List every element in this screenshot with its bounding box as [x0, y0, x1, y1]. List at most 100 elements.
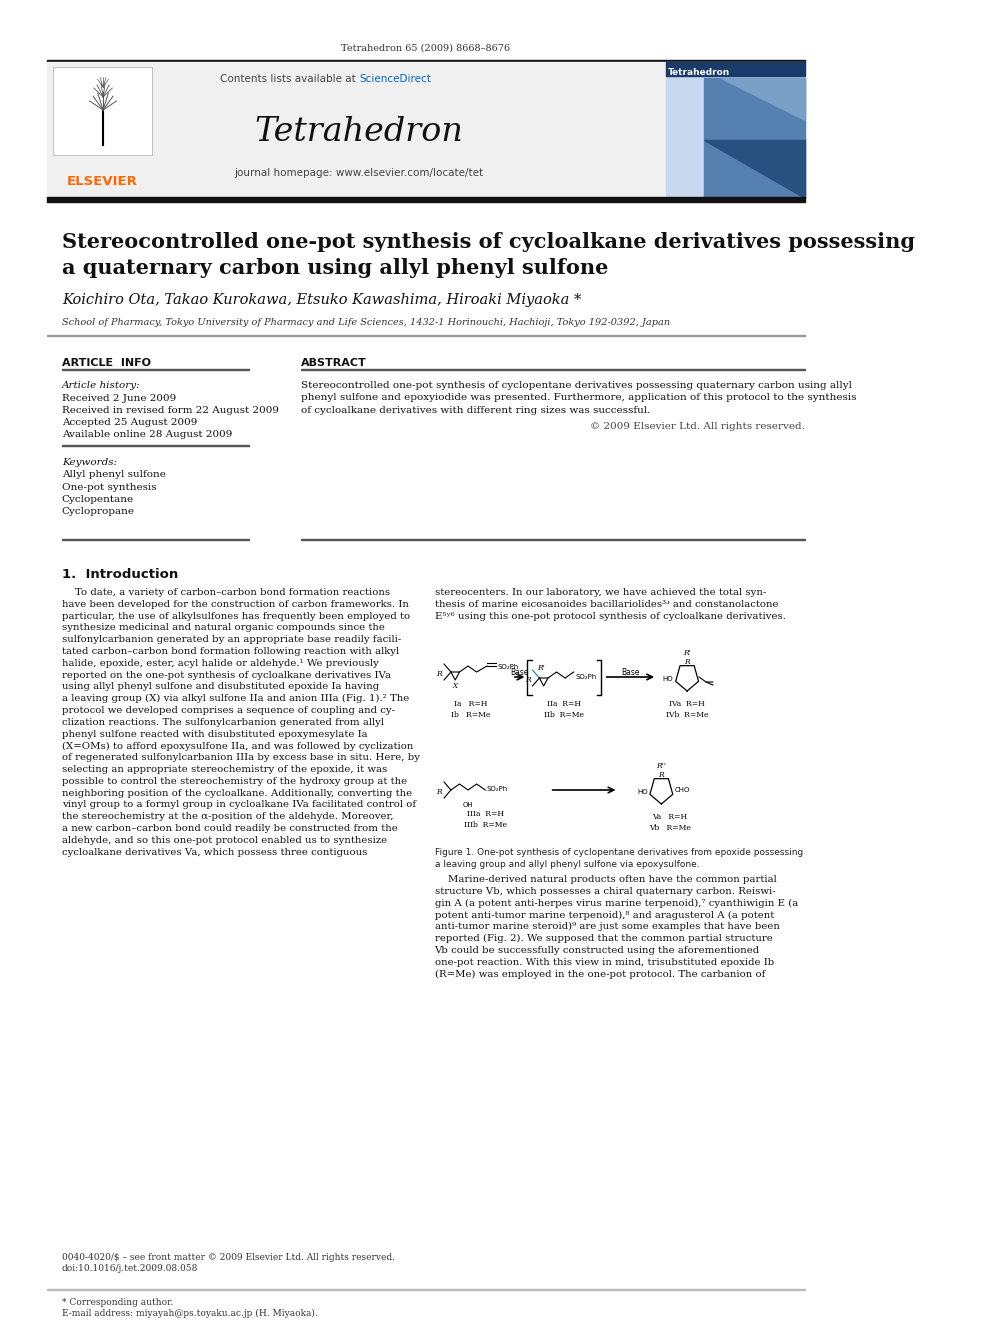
- Bar: [301, 369, 805, 370]
- Text: E⁵ʸ⁶ using this one-pot protocol synthesis of cycloalkane derivatives.: E⁵ʸ⁶ using this one-pot protocol synthes…: [434, 611, 786, 620]
- Text: Received 2 June 2009: Received 2 June 2009: [62, 394, 177, 404]
- Text: a leaving group (X) via alkyl sulfone IIa and anion IIIa (Fig. 1).² The: a leaving group (X) via alkyl sulfone II…: [62, 695, 409, 704]
- Text: reported on the one-pot synthesis of cycloalkane derivatives IVa: reported on the one-pot synthesis of cyc…: [62, 671, 391, 680]
- Text: synthesize medicinal and natural organic compounds since the: synthesize medicinal and natural organic…: [62, 623, 385, 632]
- Text: the stereochemistry at the α-position of the aldehyde. Moreover,: the stereochemistry at the α-position of…: [62, 812, 394, 822]
- Bar: [48, 60, 805, 62]
- Text: IIIb  R=Me: IIIb R=Me: [464, 822, 507, 830]
- Text: 1.  Introduction: 1. Introduction: [62, 568, 179, 581]
- Text: OH: OH: [463, 802, 473, 808]
- Bar: [301, 538, 805, 540]
- Text: Base: Base: [621, 668, 640, 677]
- Text: clization reactions. The sulfonylcarbanion generated from allyl: clization reactions. The sulfonylcarbani…: [62, 718, 384, 726]
- Text: halide, epoxide, ester, acyl halide or aldehyde.¹ We previously: halide, epoxide, ester, acyl halide or a…: [62, 659, 379, 668]
- Text: R': R': [537, 664, 545, 672]
- Text: Vb could be successfully constructed using the aforementioned: Vb could be successfully constructed usi…: [434, 946, 760, 955]
- Text: cycloalkane derivatives Va, which possess three contiguous: cycloalkane derivatives Va, which posses…: [62, 848, 367, 856]
- Text: Accepted 25 August 2009: Accepted 25 August 2009: [62, 418, 197, 427]
- Text: ELSEVIER: ELSEVIER: [66, 175, 138, 188]
- Text: stereocenters. In our laboratory, we have achieved the total syn-: stereocenters. In our laboratory, we hav…: [434, 587, 766, 597]
- Text: phenyl sulfone and epoxyiodide was presented. Furthermore, application of this p: phenyl sulfone and epoxyiodide was prese…: [301, 393, 856, 402]
- Text: Figure 1. One-pot synthesis of cyclopentane derivatives from epoxide possessing: Figure 1. One-pot synthesis of cyclopent…: [434, 848, 803, 857]
- Text: Available online 28 August 2009: Available online 28 August 2009: [62, 430, 232, 439]
- Text: possible to control the stereochemistry of the hydroxy group at the: possible to control the stereochemistry …: [62, 777, 407, 786]
- Text: HO: HO: [637, 789, 648, 795]
- Text: R: R: [684, 658, 690, 665]
- Bar: [54, 67, 152, 155]
- Text: R: R: [525, 676, 531, 684]
- Bar: [62, 369, 249, 370]
- Text: ARTICLE  INFO: ARTICLE INFO: [62, 359, 151, 368]
- Text: journal homepage: www.elsevier.com/locate/tet: journal homepage: www.elsevier.com/locat…: [234, 168, 483, 179]
- Text: Tetrahedron 65 (2009) 8668–8676: Tetrahedron 65 (2009) 8668–8676: [341, 44, 511, 53]
- Text: Marine-derived natural products often have the common partial: Marine-derived natural products often ha…: [434, 875, 777, 884]
- Polygon shape: [704, 140, 805, 198]
- Text: aldehyde, and so this one-pot protocol enabled us to synthesize: aldehyde, and so this one-pot protocol e…: [62, 836, 387, 845]
- Text: To date, a variety of carbon–carbon bond formation reactions: To date, a variety of carbon–carbon bond…: [62, 587, 390, 597]
- Text: R: R: [436, 669, 442, 677]
- Bar: [48, 62, 666, 198]
- Text: anti-tumor marine steroid)⁹ are just some examples that have been: anti-tumor marine steroid)⁹ are just som…: [434, 922, 780, 931]
- Text: R'': R'': [657, 762, 667, 770]
- Text: Tetrahedron: Tetrahedron: [669, 67, 730, 77]
- Text: Ib   R=Me: Ib R=Me: [451, 710, 490, 718]
- Text: IVa  R=H: IVa R=H: [670, 700, 705, 708]
- Text: phenyl sulfone reacted with disubstituted epoxymesylate Ia: phenyl sulfone reacted with disubstitute…: [62, 729, 367, 738]
- Text: Cyclopropane: Cyclopropane: [62, 508, 135, 516]
- Bar: [434, 646, 805, 875]
- Text: Vb   R=Me: Vb R=Me: [649, 824, 690, 832]
- Text: vinyl group to a formyl group in cycloalkane IVa facilitated control of: vinyl group to a formyl group in cycloal…: [62, 800, 416, 810]
- Text: doi:10.1016/j.tet.2009.08.058: doi:10.1016/j.tet.2009.08.058: [62, 1263, 198, 1273]
- Text: of cycloalkane derivatives with different ring sizes was successful.: of cycloalkane derivatives with differen…: [301, 406, 650, 415]
- Text: School of Pharmacy, Tokyo University of Pharmacy and Life Sciences, 1432-1 Horin: School of Pharmacy, Tokyo University of …: [62, 318, 670, 327]
- Text: of regenerated sulfonylcarbanion IIIa by excess base in situ. Here, by: of regenerated sulfonylcarbanion IIIa by…: [62, 753, 420, 762]
- Text: sulfonylcarbanion generated by an appropriate base readily facili-: sulfonylcarbanion generated by an approp…: [62, 635, 401, 644]
- Text: Stereocontrolled one-pot synthesis of cyclopentane derivatives possessing quater: Stereocontrolled one-pot synthesis of cy…: [301, 381, 851, 390]
- Text: a quaternary carbon using allyl phenyl sulfone: a quaternary carbon using allyl phenyl s…: [62, 258, 608, 278]
- Text: X: X: [452, 681, 457, 691]
- Text: R': R': [683, 650, 691, 658]
- Text: One-pot synthesis: One-pot synthesis: [62, 483, 157, 492]
- Text: Keywords:: Keywords:: [62, 458, 117, 467]
- Text: a new carbon–carbon bond could readily be constructed from the: a new carbon–carbon bond could readily b…: [62, 824, 398, 833]
- Text: tated carbon–carbon bond formation following reaction with alkyl: tated carbon–carbon bond formation follo…: [62, 647, 399, 656]
- Text: ABSTRACT: ABSTRACT: [301, 359, 366, 368]
- Text: Allyl phenyl sulfone: Allyl phenyl sulfone: [62, 470, 166, 479]
- Text: Koichiro Ota, Takao Kurokawa, Etsuko Kawashima, Hiroaki Miyaoka *: Koichiro Ota, Takao Kurokawa, Etsuko Kaw…: [62, 292, 581, 307]
- Text: SO₂Ph: SO₂Ph: [487, 786, 508, 792]
- Text: using allyl phenyl sulfone and disubstituted epoxide Ia having: using allyl phenyl sulfone and disubstit…: [62, 683, 379, 692]
- Text: IVb  R=Me: IVb R=Me: [666, 710, 708, 718]
- Text: selecting an appropriate stereochemistry of the epoxide, it was: selecting an appropriate stereochemistry…: [62, 765, 387, 774]
- Text: Stereocontrolled one-pot synthesis of cycloalkane derivatives possessing: Stereocontrolled one-pot synthesis of cy…: [62, 232, 915, 251]
- Text: IIb  R=Me: IIb R=Me: [545, 710, 584, 718]
- Text: Ia   R=H: Ia R=H: [454, 700, 487, 708]
- Text: SO₂Ph: SO₂Ph: [575, 673, 597, 680]
- Text: © 2009 Elsevier Ltd. All rights reserved.: © 2009 Elsevier Ltd. All rights reserved…: [590, 422, 805, 431]
- Bar: [62, 445, 249, 446]
- Text: Contents lists available at: Contents lists available at: [220, 74, 359, 83]
- Text: (X=OMs) to afford epoxysulfone IIa, and was followed by cyclization: (X=OMs) to afford epoxysulfone IIa, and …: [62, 741, 414, 750]
- Text: * Corresponding author.: * Corresponding author.: [62, 1298, 174, 1307]
- Text: (R=Me) was employed in the one-pot protocol. The carbanion of: (R=Me) was employed in the one-pot proto…: [434, 970, 765, 979]
- Polygon shape: [721, 78, 805, 120]
- Text: structure Vb, which possesses a chiral quaternary carbon. Reiswi-: structure Vb, which possesses a chiral q…: [434, 886, 775, 896]
- Text: IIa  R=H: IIa R=H: [548, 700, 581, 708]
- Text: ScienceDirect: ScienceDirect: [359, 74, 431, 83]
- Text: CHO: CHO: [676, 787, 690, 792]
- Text: neighboring position of the cycloalkane. Additionally, converting the: neighboring position of the cycloalkane.…: [62, 789, 412, 798]
- Bar: [48, 197, 805, 202]
- Bar: [666, 62, 805, 198]
- Text: Article history:: Article history:: [62, 381, 141, 390]
- Text: R: R: [659, 771, 665, 779]
- Text: 0040-4020/$ – see front matter © 2009 Elsevier Ltd. All rights reserved.: 0040-4020/$ – see front matter © 2009 El…: [62, 1253, 395, 1262]
- Text: reported (Fig. 2). We supposed that the common partial structure: reported (Fig. 2). We supposed that the …: [434, 934, 773, 943]
- Text: Va   R=H: Va R=H: [653, 814, 687, 822]
- Bar: [666, 62, 805, 75]
- Text: Base: Base: [510, 668, 529, 677]
- Text: SO₂Ph: SO₂Ph: [497, 664, 519, 669]
- Bar: [62, 538, 249, 540]
- Polygon shape: [704, 78, 805, 198]
- Text: R: R: [436, 789, 442, 796]
- Text: particular, the use of alkylsulfones has frequently been employed to: particular, the use of alkylsulfones has…: [62, 611, 410, 620]
- Text: protocol we developed comprises a sequence of coupling and cy-: protocol we developed comprises a sequen…: [62, 706, 395, 714]
